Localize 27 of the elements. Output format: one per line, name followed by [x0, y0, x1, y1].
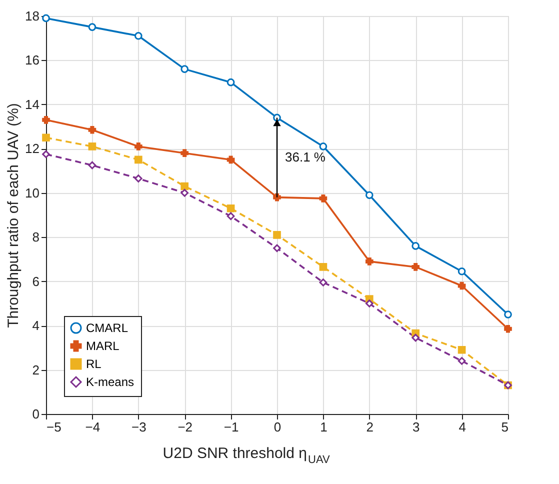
legend-label: CMARL — [86, 321, 128, 335]
x-tick-label: 1 — [320, 420, 328, 434]
x-tick-label: −1 — [224, 420, 239, 434]
y-tick-label: 8 — [32, 230, 40, 245]
y-tick-label: 6 — [32, 274, 40, 289]
x-tick-label: −2 — [178, 420, 193, 434]
legend-label: MARL — [86, 339, 120, 353]
y-tick-label: 2 — [32, 362, 40, 378]
legend-label: K-means — [86, 375, 134, 389]
x-tick-label: 0 — [274, 420, 282, 434]
x-tick-label: −5 — [46, 420, 62, 434]
x-tick-label: 5 — [501, 420, 508, 434]
x-tick-label: −4 — [85, 420, 100, 434]
y-tick-label: 18 — [25, 8, 40, 24]
annotation: 36.1 % — [285, 150, 326, 165]
x-tick-label: 2 — [366, 420, 374, 434]
y-tick-label: 12 — [25, 141, 40, 156]
y-axis-title: Throughput ratio of each UAV (%) — [5, 103, 22, 328]
y-tick-label: 4 — [32, 318, 40, 334]
x-tick-label: −3 — [131, 420, 146, 434]
legend-label: RL — [86, 357, 102, 371]
y-tick-label: 10 — [25, 185, 40, 200]
x-tick-label: 3 — [412, 420, 420, 434]
y-tick-label: 16 — [25, 52, 40, 68]
x-tick-label: 4 — [458, 420, 466, 434]
y-tick-label: 14 — [25, 96, 40, 112]
y-tick-label: 0 — [32, 406, 40, 422]
